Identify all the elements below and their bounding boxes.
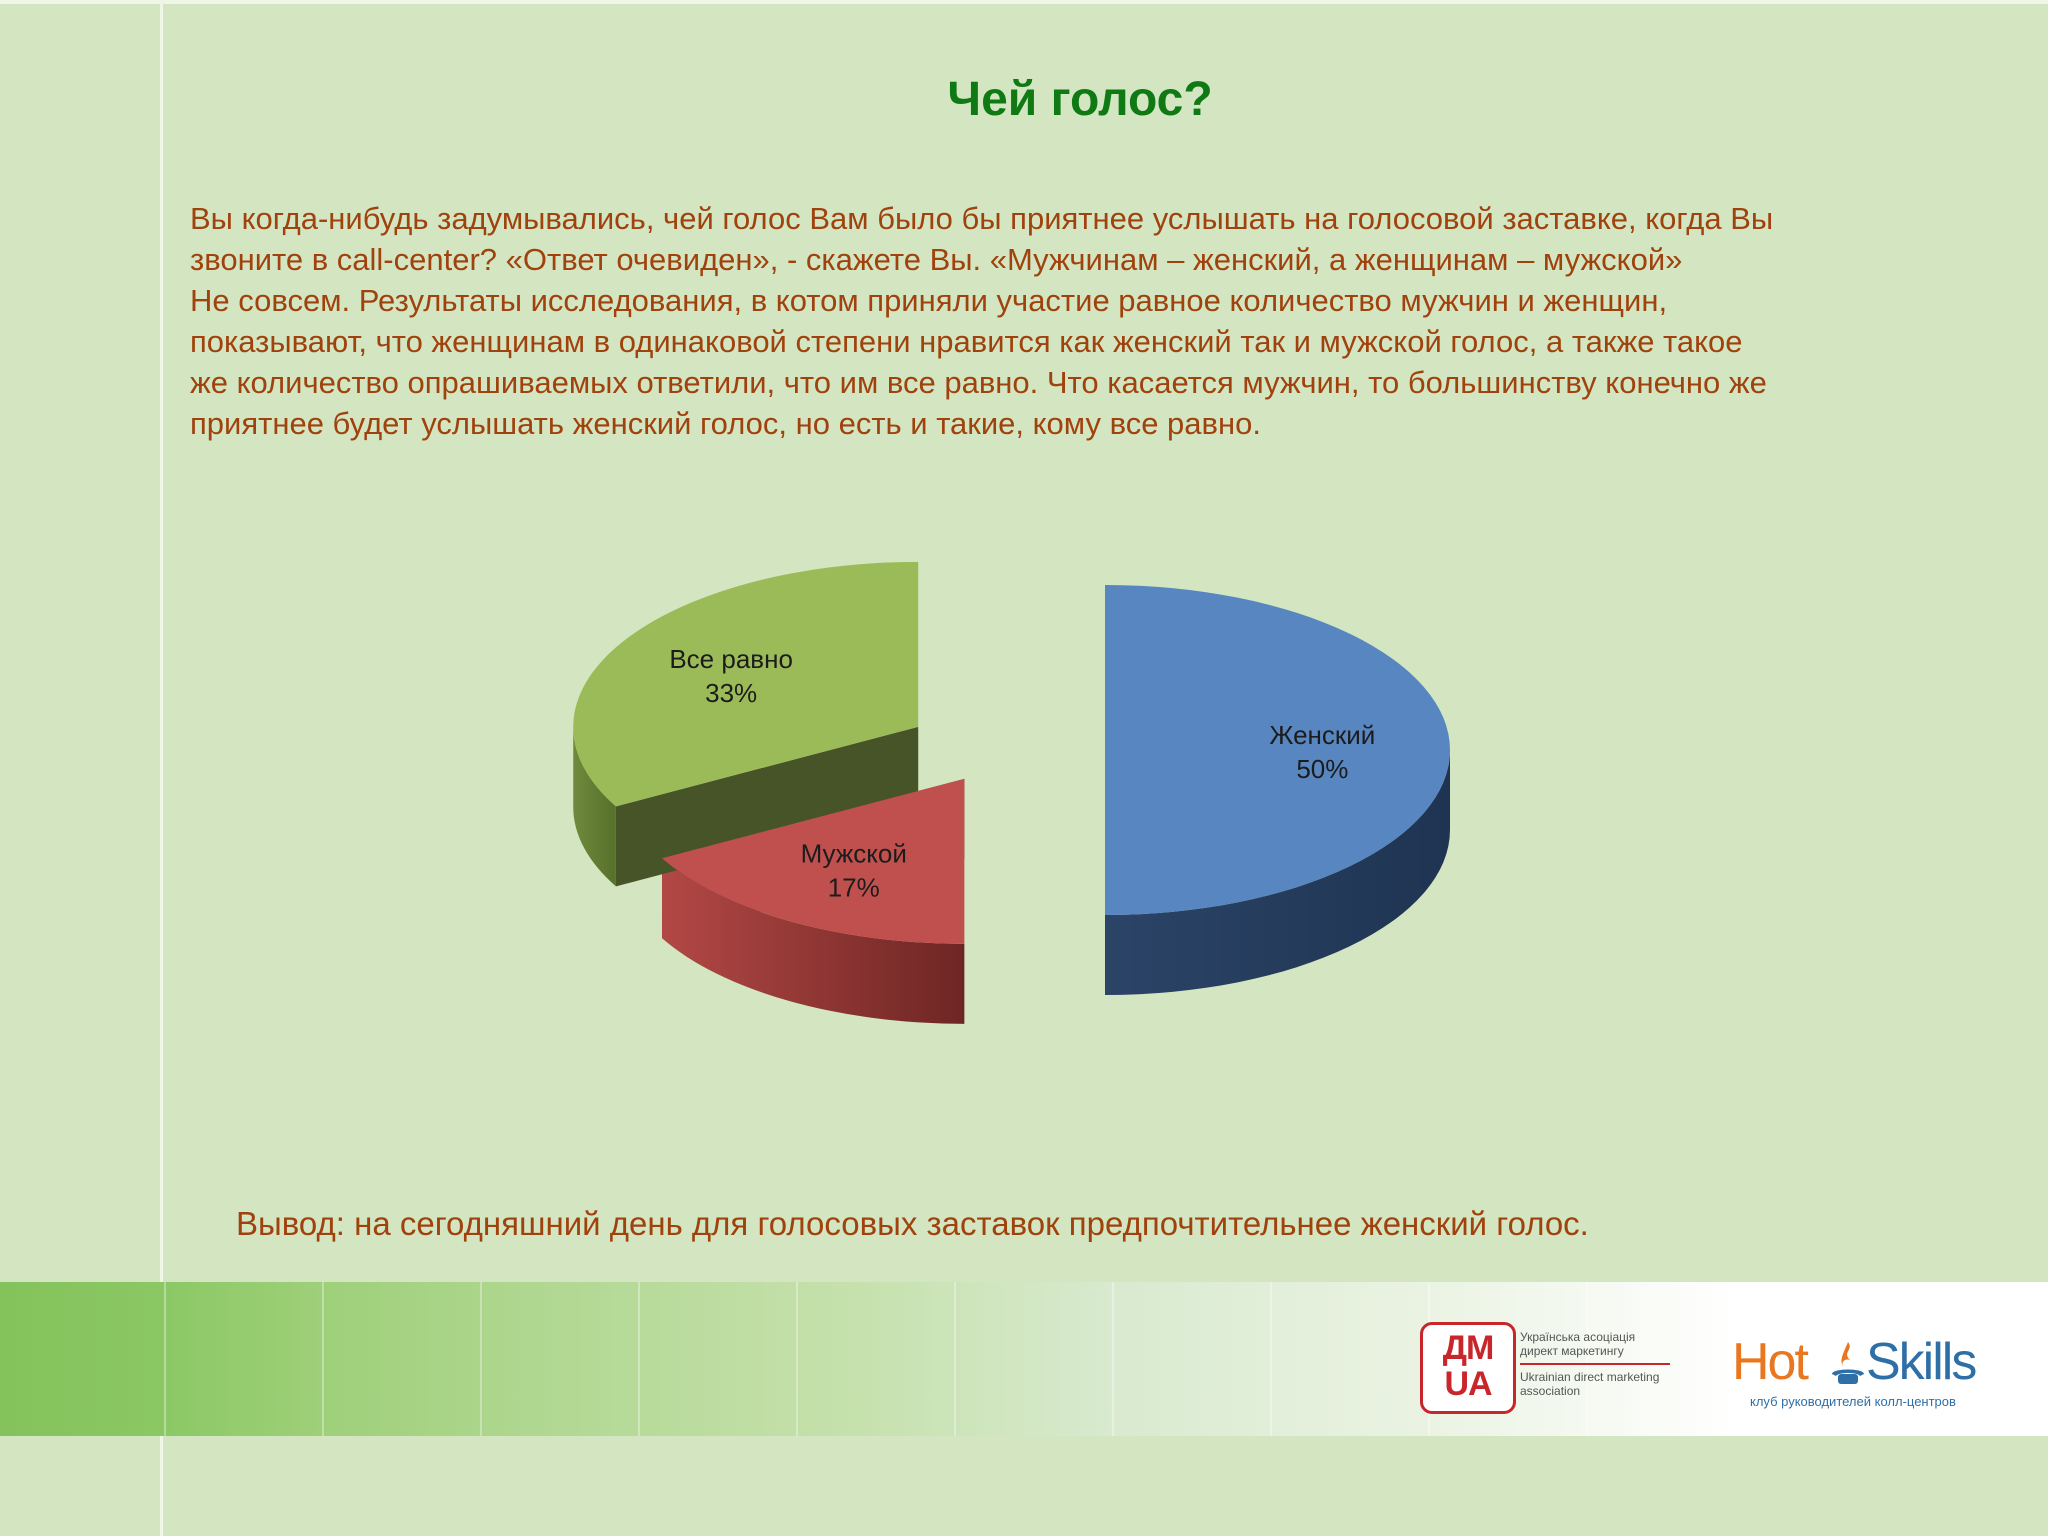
footer-cell bbox=[638, 1282, 798, 1436]
footer-cell bbox=[1428, 1282, 1588, 1436]
footer-cell bbox=[322, 1282, 482, 1436]
intro-line: Не совсем. Результаты исследования, в ко… bbox=[190, 283, 1668, 318]
phone-flame-icon bbox=[1832, 1342, 1864, 1384]
pie-slice-cut-face bbox=[615, 726, 919, 887]
pie-slice-label: Все равно bbox=[669, 644, 793, 674]
dmua-separator bbox=[1520, 1363, 1670, 1365]
pie-slice-label: Женский bbox=[1269, 720, 1375, 750]
pie-labels: Женский 50% Мужской 17% Все равно 33% bbox=[669, 644, 1375, 902]
dmua-caption: Українська асоціація директ маркетингу U… bbox=[1520, 1330, 1680, 1398]
intro-line: Вы когда-нибудь задумывались, чей голос … bbox=[190, 201, 1774, 236]
hotskills-hot-word: Hot bbox=[1732, 1333, 1809, 1391]
hotskills-skills-word: Skills bbox=[1866, 1333, 1977, 1391]
intro-line: звоните в call-center? «Ответ очевиден»,… bbox=[190, 242, 1683, 277]
footer-cell bbox=[1586, 1282, 1746, 1436]
footer-cell bbox=[954, 1282, 1114, 1436]
pie-slice-1 bbox=[662, 778, 965, 944]
intro-paragraph: Вы когда-нибудь задумывались, чей голос … bbox=[190, 198, 1990, 444]
intro-line: показывают, что женщинам в одинаковой ст… bbox=[190, 324, 1743, 359]
hotskills-logo: Hot Skills клуб руководителей колл-центр… bbox=[1732, 1332, 1992, 1412]
intro-line: же количество опрашиваемых ответили, что… bbox=[190, 365, 1767, 400]
footer-band bbox=[0, 1282, 2048, 1436]
pie-slice-value-label: 50% bbox=[1296, 754, 1348, 784]
pie-slice-0 bbox=[1105, 585, 1450, 915]
dmua-caption-line: директ маркетингу bbox=[1520, 1344, 1624, 1358]
pie-slice-outer-wall bbox=[573, 726, 616, 887]
pie-slice-value-label: 33% bbox=[705, 678, 757, 708]
dmua-logo: ДМ UA bbox=[1420, 1322, 1516, 1414]
dmua-caption-line: Ukrainian direct marketing bbox=[1520, 1370, 1660, 1384]
intro-line: приятнее будет услышать женский голос, н… bbox=[190, 406, 1261, 441]
dmua-logo-text: ДМ bbox=[1442, 1329, 1495, 1367]
top-border bbox=[0, 0, 2048, 4]
footer-cell bbox=[796, 1282, 956, 1436]
dmua-caption-line: association bbox=[1520, 1384, 1581, 1398]
conclusion-text: Вывод: на сегодняшний день для голосовых… bbox=[236, 1205, 1589, 1242]
hotskills-subtitle: клуб руководителей колл-центров bbox=[1750, 1394, 1956, 1409]
pie-slice-2 bbox=[573, 561, 919, 807]
footer-cell bbox=[480, 1282, 640, 1436]
pie-slice-outer-wall bbox=[1105, 750, 1450, 995]
pie-slice-outer-wall bbox=[662, 858, 965, 1024]
dmua-logo-text: UA bbox=[1444, 1365, 1492, 1403]
left-guide-line bbox=[160, 0, 163, 1536]
footer-cell bbox=[1270, 1282, 1430, 1436]
dmua-caption-line: Українська асоціація bbox=[1520, 1330, 1636, 1344]
footer-cell bbox=[164, 1282, 324, 1436]
footer-cell bbox=[0, 1282, 166, 1436]
footer-cell bbox=[1112, 1282, 1272, 1436]
pie-top-faces bbox=[573, 561, 1450, 944]
pie-layer: Женский 50% Мужской 17% Все равно 33% bbox=[573, 561, 1450, 1024]
slide-title: Чей голос? bbox=[947, 73, 1213, 126]
pie-slice-label: Мужской bbox=[801, 838, 907, 868]
pie-slice-value-label: 17% bbox=[828, 872, 880, 902]
